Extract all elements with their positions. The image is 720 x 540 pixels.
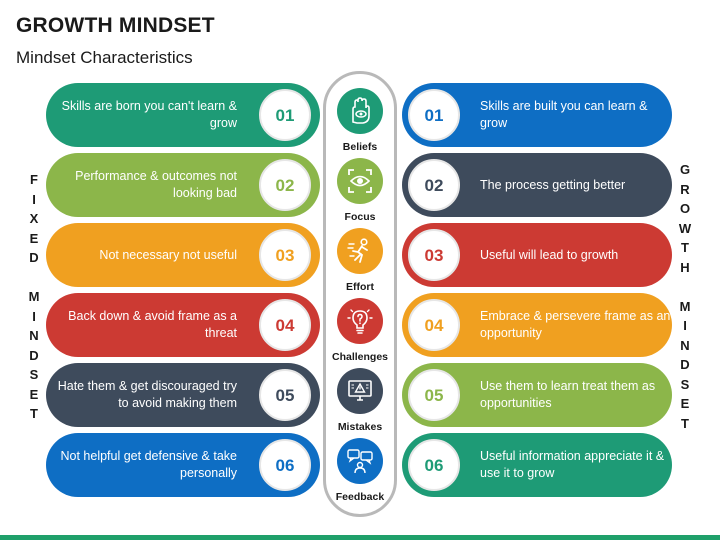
vertical-letter: S — [680, 376, 690, 392]
vertical-letter: G — [679, 162, 691, 177]
category-label: Mistakes — [337, 421, 383, 433]
vertical-letter: N — [680, 337, 690, 353]
fixed-mindset-vertical-label: F I X E D M I N D S E T — [24, 170, 44, 424]
growth-item-text: The process getting better — [480, 177, 626, 192]
vertical-spacer — [675, 277, 695, 297]
vertical-spacer — [24, 268, 44, 288]
vertical-letter: D — [680, 357, 690, 372]
number-badge: 03 — [259, 229, 311, 281]
vertical-letter: I — [32, 308, 36, 324]
running-person-icon — [337, 228, 383, 274]
vertical-letter: T — [30, 406, 38, 421]
lightbulb-question-icon — [337, 298, 383, 344]
growth-item: 02 The process getting better — [402, 153, 672, 217]
fixed-item: Performance & outcomes not looking bad 0… — [46, 153, 320, 217]
vertical-letter: I — [683, 318, 687, 333]
vertical-letter: E — [29, 386, 39, 402]
hand-eye-icon — [337, 88, 383, 134]
category-label: Feedback — [335, 491, 385, 503]
category-label: Challenges — [331, 351, 389, 363]
fixed-item: Not helpful get defensive & take persona… — [46, 433, 320, 497]
number-badge: 06 — [408, 439, 460, 491]
eye-focus-icon — [337, 158, 383, 204]
monitor-warning-icon — [337, 368, 383, 414]
growth-item: 01 Skills are built you can learn & grow — [402, 83, 672, 147]
category-label: Focus — [344, 211, 376, 223]
vertical-letter: S — [29, 367, 39, 382]
fixed-item-text: Skills are born you can't learn & grow — [61, 99, 237, 130]
vertical-letter: E — [680, 396, 690, 411]
number-badge: 04 — [259, 299, 311, 351]
fixed-item: Hate them & get discouraged try to avoid… — [46, 363, 320, 427]
page-title: GROWTH MINDSET — [16, 14, 215, 37]
vertical-letter: N — [29, 328, 39, 343]
vertical-letter: T — [681, 415, 689, 431]
vertical-letter: E — [29, 230, 39, 246]
fixed-item-text: Performance & outcomes not looking bad — [75, 169, 237, 200]
vertical-letter: T — [681, 240, 689, 255]
fixed-item: Skills are born you can't learn & grow 0… — [46, 83, 320, 147]
fixed-item-text: Hate them & get discouraged try to avoid… — [57, 379, 237, 410]
category-label: Effort — [346, 281, 374, 293]
growth-item-text: Useful information appreciate it & use i… — [480, 449, 665, 480]
number-badge: 04 — [408, 299, 460, 351]
number-badge: 05 — [408, 369, 460, 421]
number-badge: 02 — [408, 159, 460, 211]
vertical-letter: O — [679, 201, 691, 216]
number-badge: 05 — [259, 369, 311, 421]
vertical-letter: W — [678, 220, 692, 236]
growth-item: 03 Useful will lead to growth — [402, 223, 672, 287]
growth-mindset-vertical-label: G R O W T H M I N D S E T — [675, 160, 695, 433]
growth-item: 04 Embrace & persevere frame as an oppor… — [402, 293, 672, 357]
growth-item-text: Skills are built you can learn & grow — [480, 99, 648, 130]
number-badge: 01 — [259, 89, 311, 141]
vertical-letter: F — [30, 172, 38, 187]
growth-item-text: Embrace & persevere frame as an opportun… — [480, 309, 671, 340]
page-subtitle: Mindset Characteristics — [16, 48, 193, 67]
vertical-letter: R — [680, 181, 690, 197]
category-label: Beliefs — [342, 141, 378, 153]
vertical-letter: M — [679, 298, 691, 314]
growth-item: 05 Use them to learn treat them as oppor… — [402, 363, 672, 427]
vertical-letter: D — [29, 347, 39, 363]
vertical-letter: I — [32, 191, 36, 207]
growth-item: 06 Useful information appreciate it & us… — [402, 433, 672, 497]
fixed-item-text: Not necessary not useful — [99, 247, 237, 262]
fixed-item: Not necessary not useful 03 — [46, 223, 320, 287]
vertical-letter: M — [28, 289, 40, 304]
number-badge: 01 — [408, 89, 460, 141]
number-badge: 06 — [259, 439, 311, 491]
fixed-item: Back down & avoid frame as a threat 04 — [46, 293, 320, 357]
bottom-accent-bar — [0, 535, 720, 540]
vertical-letter: X — [29, 211, 39, 226]
vertical-letter: D — [29, 250, 39, 265]
growth-item-text: Use them to learn treat them as opportun… — [480, 379, 656, 410]
vertical-letter: H — [680, 259, 690, 275]
growth-item-text: Useful will lead to growth — [480, 247, 619, 262]
feedback-chat-icon — [337, 438, 383, 484]
number-badge: 03 — [408, 229, 460, 281]
fixed-item-text: Not helpful get defensive & take persona… — [60, 449, 237, 480]
fixed-item-text: Back down & avoid frame as a threat — [68, 309, 237, 340]
number-badge: 02 — [259, 159, 311, 211]
